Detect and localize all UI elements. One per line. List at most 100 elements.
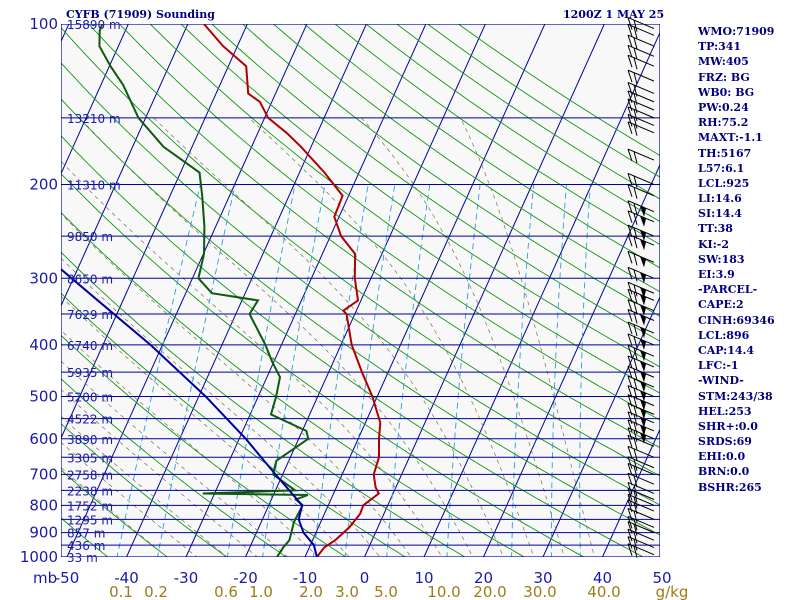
wind-barb-icon [627, 69, 655, 85]
index-item: STM:243/38 [698, 389, 773, 403]
chart-series [61, 24, 382, 557]
index-item: PW:0.24 [698, 100, 749, 114]
pressure-tick-label: 800 [29, 496, 58, 514]
temperature-tick-label: -20 [233, 569, 258, 587]
wind-barb-icon [627, 200, 655, 217]
height-label: 15890 m [67, 18, 121, 32]
temperature-tick-label: 30 [533, 569, 552, 587]
index-item: TT:38 [698, 222, 733, 236]
wind-barb-icon [627, 299, 655, 316]
height-label: 7629 m [67, 308, 113, 322]
dry-adiabat [61, 517, 109, 557]
mixing-ratio-label: 0.1 [109, 583, 133, 600]
wind-barb-icon [627, 411, 655, 428]
index-item: BSHR:265 [698, 480, 762, 494]
temperature-tick-label: -50 [55, 569, 80, 587]
index-item: WB0: BG [698, 85, 755, 99]
wind-barb-icon [627, 488, 655, 503]
pressure-tick-label: 700 [29, 465, 58, 483]
index-item: CAP:14.4 [698, 343, 755, 357]
indices-panel: WMO:71909 TP:341 MW:405 FRZ: BG WB0: BG PW:0.… [698, 24, 775, 495]
wind-barb-icon [627, 528, 655, 544]
mixing-ratio-label: 0.6 [214, 583, 238, 600]
wind-barb-icon [627, 445, 655, 461]
wind-barb-icon [627, 23, 655, 39]
wind-barb-icon [627, 333, 655, 350]
height-label: 13210 m [67, 112, 121, 126]
index-item: WMO:71909 [698, 25, 775, 38]
height-label: 4522 m [67, 413, 113, 427]
temperature-tick-label: 10 [414, 569, 433, 587]
index-item: EHI:0.0 [698, 450, 746, 464]
index-item: FRZ: BG [698, 70, 750, 84]
wind-barb-icon [627, 365, 655, 383]
mixing-ratio-line [344, 184, 396, 557]
wind-barb-icon [627, 233, 655, 251]
temperature-tick-label: -40 [114, 569, 139, 587]
wind-barb-icon [627, 34, 655, 50]
wind-barb-icon [627, 375, 655, 393]
wind-barb-icon [627, 98, 655, 114]
temperature-tick-label: 20 [474, 569, 493, 587]
height-label: 5200 m [67, 391, 113, 405]
index-item: LI:14.6 [698, 192, 742, 206]
index-item: RH:75.2 [698, 116, 749, 130]
wind-barb-icon [627, 434, 655, 450]
mixing-ratio-line [386, 184, 431, 557]
wind-barb-icon [627, 250, 655, 268]
mixing-ratio-label: 10.0 [427, 583, 460, 600]
mixing-ratio-label: 1.0 [249, 583, 273, 600]
height-label: 3305 m [67, 451, 113, 465]
height-label: 2238 m [67, 484, 113, 498]
height-label: 1752 m [67, 499, 113, 513]
wind-barb-icon [627, 106, 655, 121]
pressure-tick-label: 900 [29, 524, 58, 542]
index-item: EI:3.9 [698, 268, 735, 281]
height-label: 1295 m [67, 513, 113, 527]
wind-barb-icon [627, 210, 655, 227]
index-item: LFC:-1 [698, 359, 739, 373]
index-item: TH:5167 [698, 146, 752, 160]
temperature-tick-label: 40 [593, 569, 612, 587]
index-item: MW:405 [698, 55, 749, 69]
height-label: 857 m [67, 527, 105, 541]
chart-grid [61, 24, 660, 557]
index-item: MAXT:-1.1 [698, 131, 763, 145]
pressure-tick-label: 500 [29, 388, 58, 406]
temperature-tick-label: 50 [652, 569, 671, 587]
wind-barb-icon [627, 472, 655, 488]
height-label: 6740 m [67, 339, 113, 353]
wind-barb-icon [627, 281, 655, 299]
wind-barb-icon [627, 427, 655, 444]
dry-adiabat [61, 469, 169, 557]
wind-barb-icon [627, 113, 655, 129]
mixing-ratio-label: 20.0 [473, 583, 506, 600]
index-item: SW:183 [698, 252, 745, 266]
index-item: SHR+:0.0 [698, 419, 758, 433]
chart-title: CYFB (71909) Sounding [66, 8, 215, 21]
index-item: CAPE:2 [698, 298, 744, 312]
index-item: KI:-2 [698, 237, 729, 251]
wind-barb-icon [627, 184, 655, 199]
height-label: 11310 m [67, 178, 121, 192]
index-item: TP:341 [698, 40, 742, 54]
dry-adiabat [61, 423, 228, 557]
mixing-ratio-line [116, 184, 201, 557]
index-item: -WIND- [698, 374, 744, 388]
wind-barb-icon [627, 266, 655, 284]
wind-barb-icon [627, 121, 655, 136]
plot-background [61, 24, 660, 557]
temperature-tick-label: 0 [360, 569, 370, 587]
wind-barb-icon [627, 456, 655, 471]
mixing-ratio-label: 3.0 [335, 583, 359, 600]
wind-barb-icon [627, 419, 655, 436]
height-label: 8650 m [67, 272, 113, 286]
wind-barb-icon [627, 148, 655, 164]
index-item: L57:6.1 [698, 161, 745, 175]
wind-barbs [627, 17, 655, 558]
dry-adiabat [61, 378, 288, 557]
index-item: LCL:925 [698, 176, 750, 190]
height-label: 5935 m [67, 366, 113, 380]
dry-adiabat [61, 251, 466, 557]
